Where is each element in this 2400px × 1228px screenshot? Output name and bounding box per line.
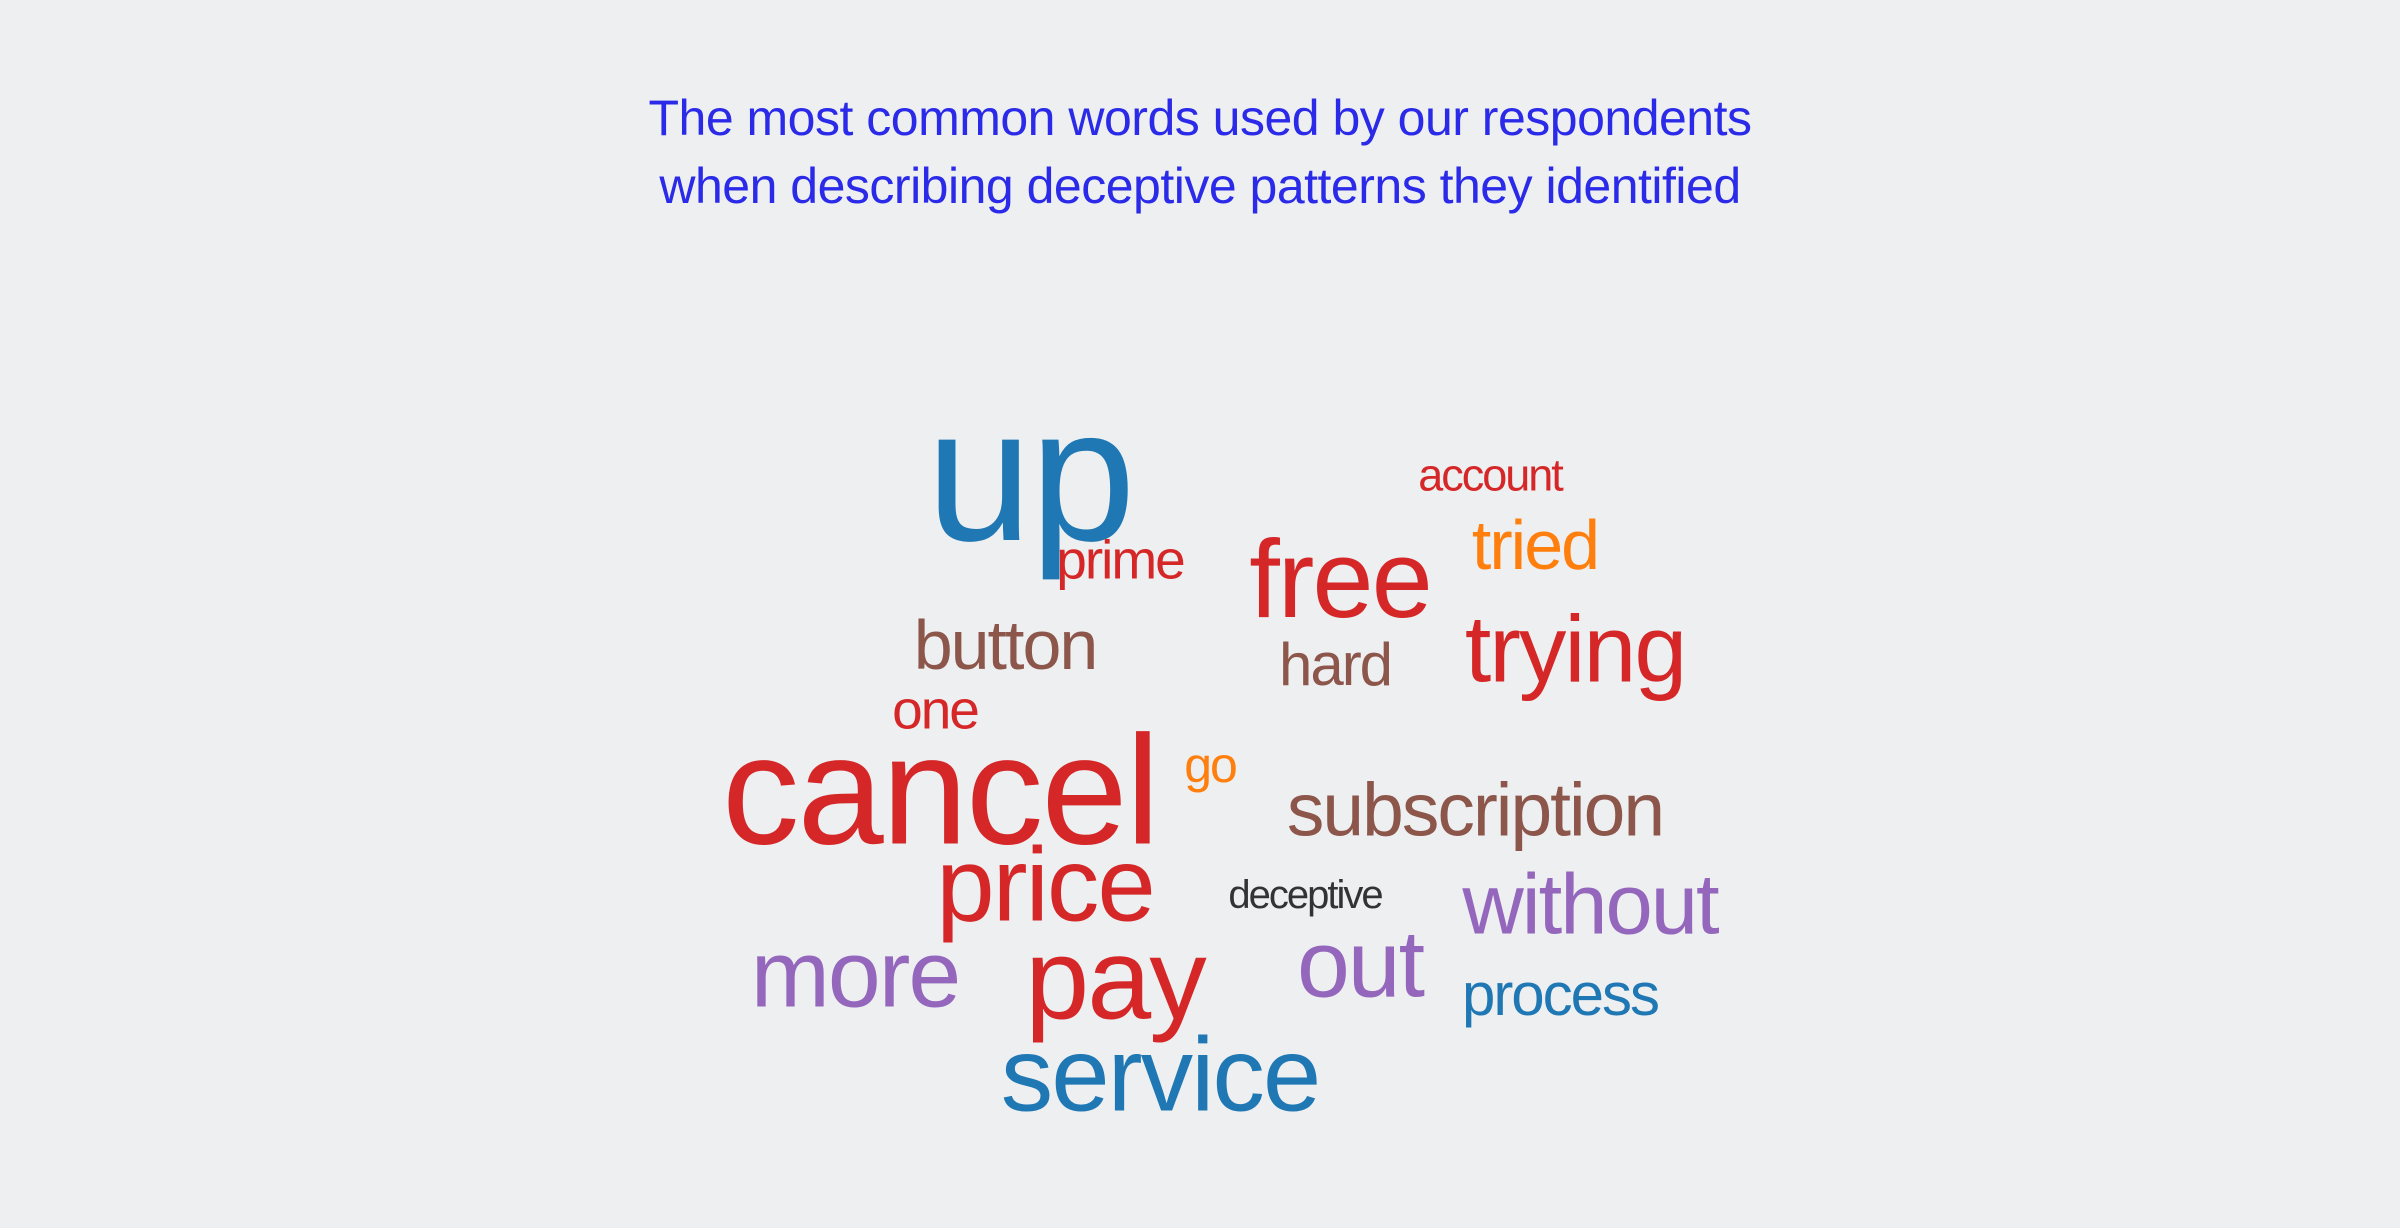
word-without: without [1462, 863, 1717, 948]
word-out: out [1297, 918, 1423, 1013]
word-free: free [1249, 525, 1431, 635]
word-service: service [1001, 1023, 1320, 1128]
title-line-1: The most common words used by our respon… [648, 90, 1751, 146]
word-subscription: subscription [1287, 773, 1663, 848]
word-more: more [751, 928, 959, 1023]
word-go: go [1184, 740, 1236, 790]
word-button: button [914, 610, 1097, 680]
word-hard: hard [1279, 635, 1391, 695]
chart-title: The most common words used by our respon… [0, 85, 2400, 220]
word-prime: prime [1056, 533, 1184, 588]
word-trying: trying [1465, 603, 1685, 698]
title-line-2: when describing deceptive patterns they … [659, 158, 1740, 214]
word-deceptive: deceptive [1228, 875, 1381, 915]
word-process: process [1462, 965, 1658, 1025]
word-account: account [1418, 453, 1562, 498]
wordcloud-canvas: The most common words used by our respon… [0, 0, 2400, 1228]
word-tried: tried [1472, 510, 1598, 580]
